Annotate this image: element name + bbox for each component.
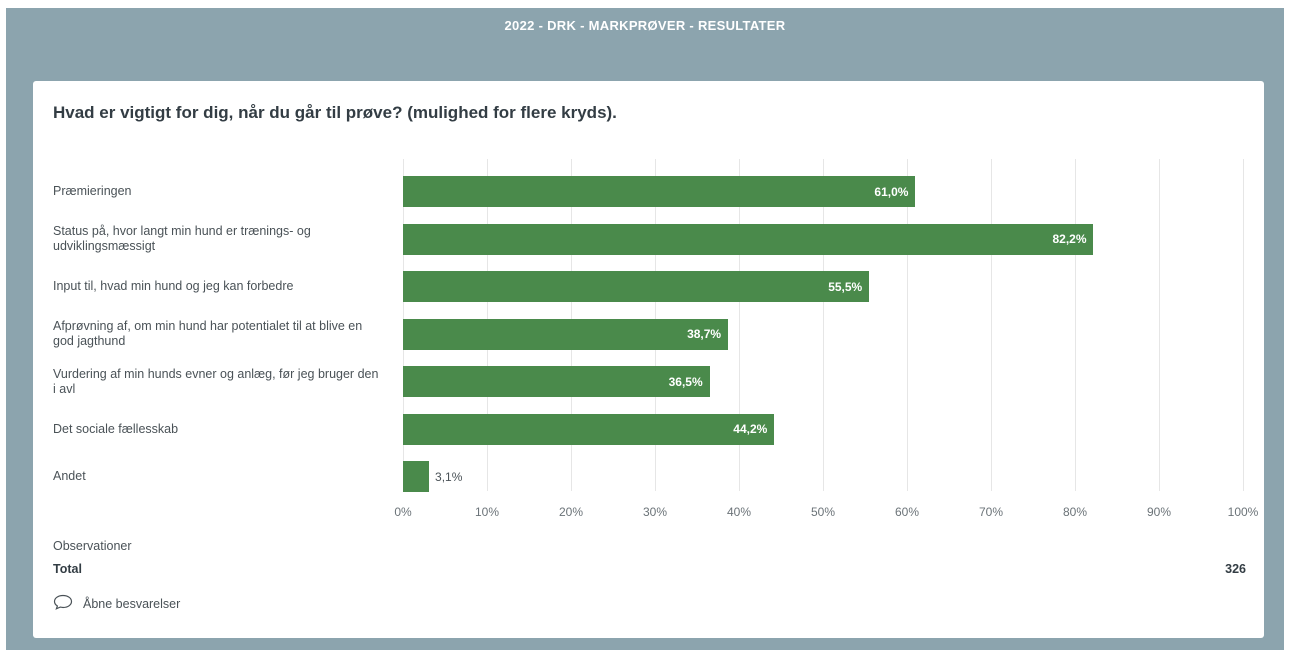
category-label: Det sociale fællesskab — [53, 421, 179, 436]
question-title: Hvad er vigtigt for dig, når du går til … — [53, 103, 617, 122]
observations-label: Observationer — [53, 539, 132, 553]
gridline — [1243, 159, 1244, 491]
open-responses-label: Åbne besvarelser — [83, 596, 181, 611]
value-label: 82,2% — [1052, 232, 1087, 246]
value-label: 61,0% — [874, 184, 909, 199]
x-tick-label: 50% — [810, 505, 836, 519]
category-label: Præmieringen — [53, 184, 132, 198]
value-label: 36,5% — [668, 374, 703, 389]
speech-bubble-icon — [53, 594, 83, 613]
bar — [403, 318, 729, 350]
gridline — [1159, 159, 1160, 491]
survey-page: 2022 - DRK - MARKPRØVER - RESULTATER Hva… — [6, 8, 1284, 650]
x-tick-label: 60% — [894, 505, 920, 519]
bar — [403, 461, 430, 492]
category-label: Status på, hvor langt min hund er trænin… — [53, 224, 311, 253]
gridline — [823, 159, 824, 491]
bar — [403, 413, 775, 445]
gridline — [991, 159, 992, 491]
x-tick-label: 20% — [558, 505, 584, 519]
total-value: 326 — [1225, 562, 1246, 576]
x-tick-label: 90% — [1146, 505, 1172, 519]
x-tick-label: 100% — [1227, 505, 1259, 519]
x-tick-label: 40% — [726, 505, 752, 519]
bar — [403, 176, 916, 207]
x-tick-label: 70% — [978, 505, 1004, 519]
open-responses-link[interactable]: Åbne besvarelser — [53, 594, 180, 613]
value-label: 44,2% — [733, 422, 768, 436]
gridline — [907, 159, 908, 491]
page-title: 2022 - DRK - MARKPRØVER - RESULTATER — [504, 18, 786, 33]
category-label: Andet — [53, 469, 86, 483]
x-tick-label: 10% — [474, 505, 500, 519]
total-label: Total — [53, 562, 82, 576]
bar — [403, 271, 870, 302]
x-tick-label: 80% — [1062, 505, 1088, 519]
bar — [403, 223, 1094, 255]
question-card: Hvad er vigtigt for dig, når du går til … — [33, 81, 1264, 638]
value-label: 55,5% — [828, 279, 863, 294]
bar — [403, 366, 710, 397]
value-label: 3,1% — [435, 469, 463, 484]
gridline — [739, 159, 740, 491]
category-label: Afprøvning af, om min hund har potential… — [53, 319, 363, 348]
category-label: Input til, hvad min hund og jeg kan forb… — [53, 279, 294, 293]
value-label: 38,7% — [687, 327, 722, 341]
gridline — [1075, 159, 1076, 491]
category-label: Vurdering af min hunds evner og anlæg, f… — [53, 366, 379, 396]
x-tick-label: 0% — [394, 505, 412, 519]
x-tick-label: 30% — [642, 505, 668, 519]
